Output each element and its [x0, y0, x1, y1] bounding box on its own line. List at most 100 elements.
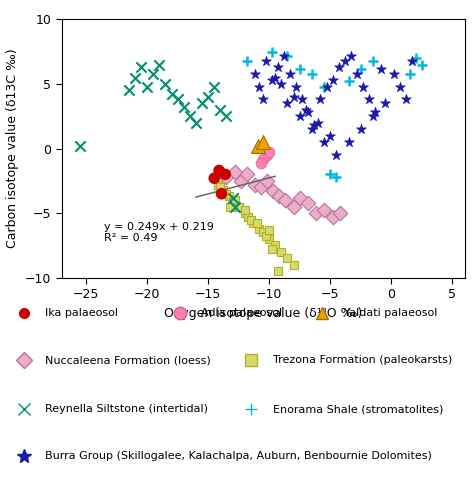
Point — [353, 70, 361, 77]
Point — [274, 63, 282, 71]
Point — [265, 149, 273, 156]
Point — [259, 228, 267, 236]
Point — [219, 186, 227, 194]
Point — [323, 83, 330, 91]
Point — [320, 138, 328, 146]
Point — [223, 112, 230, 120]
Point — [225, 192, 233, 200]
Point — [226, 203, 234, 210]
Point — [257, 183, 264, 191]
Point — [418, 61, 426, 69]
Point — [249, 220, 257, 227]
Point — [335, 63, 343, 71]
Point — [272, 242, 279, 249]
Point — [406, 70, 413, 77]
Point — [290, 203, 297, 210]
Point — [302, 106, 310, 113]
Point — [345, 138, 352, 146]
Point — [229, 194, 237, 202]
Point — [390, 70, 398, 77]
Point — [251, 181, 258, 188]
Point — [290, 93, 297, 101]
X-axis label: Oxygen isotope value (δ¹⁸O ‰): Oxygen isotope value (δ¹⁸O ‰) — [164, 306, 362, 319]
Point — [298, 95, 306, 103]
Point — [333, 173, 340, 181]
Point — [308, 70, 316, 77]
Point — [378, 65, 385, 73]
Point — [369, 112, 377, 120]
Point — [259, 95, 267, 103]
Point — [235, 203, 242, 210]
Point — [76, 142, 84, 150]
Point — [131, 74, 139, 81]
Point — [317, 95, 324, 103]
Point — [265, 226, 273, 234]
Point — [155, 61, 163, 69]
Point — [272, 74, 279, 81]
Point — [218, 190, 225, 198]
Text: Ika palaeosol: Ika palaeosol — [45, 308, 118, 318]
Point — [347, 52, 355, 59]
Point — [382, 99, 389, 107]
Point — [304, 199, 312, 206]
Point — [259, 155, 267, 163]
Point — [268, 76, 275, 84]
Point — [369, 57, 377, 65]
Point — [192, 119, 200, 127]
Point — [268, 245, 275, 253]
Point — [292, 83, 300, 91]
Point — [274, 267, 282, 275]
Point — [296, 65, 303, 73]
Point — [412, 54, 419, 62]
Point — [251, 70, 258, 77]
Point — [265, 235, 273, 243]
Point — [278, 248, 285, 256]
Point — [241, 206, 248, 214]
Point — [284, 254, 292, 262]
Point — [221, 170, 229, 178]
Point — [290, 261, 297, 268]
Point — [149, 70, 157, 77]
Point — [310, 121, 318, 129]
Text: Enorama Shale (stromatolites): Enorama Shale (stromatolites) — [273, 404, 443, 414]
Point — [268, 48, 275, 56]
Point — [320, 83, 328, 91]
Point — [168, 91, 175, 98]
Point — [357, 125, 365, 133]
Text: Reynella Siltstone (intertidal): Reynella Siltstone (intertidal) — [45, 404, 208, 414]
Point — [327, 131, 334, 139]
Point — [357, 65, 365, 73]
Point — [186, 112, 193, 120]
Point — [312, 209, 319, 217]
Point — [241, 209, 248, 217]
Point — [359, 83, 367, 91]
Point — [341, 57, 349, 65]
Point — [408, 57, 416, 65]
Point — [284, 52, 292, 59]
Point — [327, 170, 334, 178]
Point — [125, 87, 133, 94]
Point — [296, 112, 303, 120]
Point — [229, 199, 237, 206]
Text: Trezona Formation (paleokarsts): Trezona Formation (paleokarsts) — [273, 355, 452, 365]
Point — [244, 170, 251, 178]
Point — [263, 151, 271, 159]
Point — [231, 168, 239, 176]
Point — [308, 125, 316, 133]
Point — [174, 95, 182, 103]
Point — [223, 173, 230, 181]
Point — [204, 93, 212, 101]
Point — [223, 190, 230, 198]
Point — [244, 57, 251, 65]
Point — [284, 99, 292, 107]
Point — [210, 174, 218, 182]
Point — [345, 77, 352, 85]
Point — [259, 138, 267, 146]
Point — [304, 109, 312, 116]
Point — [215, 167, 223, 174]
Point — [231, 203, 239, 210]
Point — [320, 206, 328, 214]
Point — [286, 70, 294, 77]
Point — [162, 80, 169, 88]
Point — [237, 177, 245, 185]
